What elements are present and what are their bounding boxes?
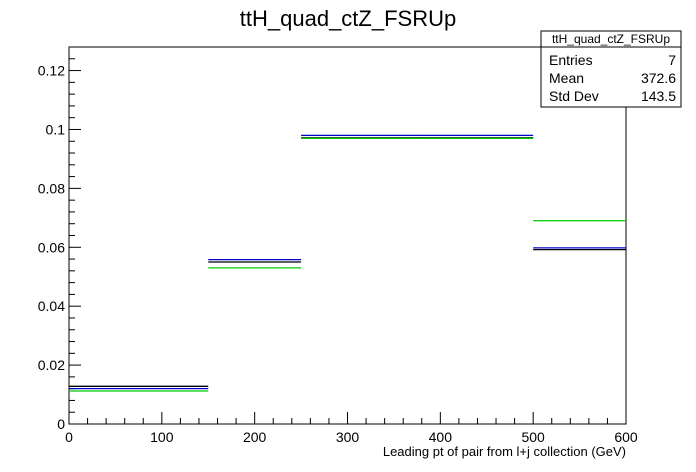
series-2 <box>69 137 626 392</box>
x-tick-label: 500 <box>521 429 545 445</box>
stats-mean-value: 372.6 <box>641 70 676 86</box>
x-tick-label: 300 <box>336 429 360 445</box>
stats-stddev-label: Std Dev <box>549 88 599 104</box>
x-axis: 0 100 200 300 400 500 600 <box>65 412 638 445</box>
x-axis-label: Leading pt of pair from l+j collection (… <box>383 444 626 459</box>
y-tick-label: 0.1 <box>46 121 66 137</box>
stats-mean-label: Mean <box>549 70 584 86</box>
stats-entries-label: Entries <box>549 52 593 68</box>
x-tick-label: 400 <box>429 429 453 445</box>
chart-title: ttH_quad_ctZ_FSRUp <box>240 6 456 31</box>
x-tick-label: 100 <box>150 429 174 445</box>
stats-box-frame <box>540 30 682 108</box>
stats-box-name: ttH_quad_ctZ_FSRUp <box>552 32 670 46</box>
x-tick-label: 600 <box>614 429 638 445</box>
stats-entries-value: 7 <box>668 52 676 68</box>
stats-stddev-value: 143.5 <box>641 88 676 104</box>
y-axis: 0 0.02 0.04 0.06 0.08 0.1 0.12 <box>38 46 81 432</box>
series-layer <box>69 134 626 392</box>
y-tick-label: 0.08 <box>38 180 65 196</box>
y-tick-label: 0 <box>57 416 65 432</box>
y-tick-label: 0.04 <box>38 298 65 314</box>
stats-box: ttH_quad_ctZ_FSRUp Entries 7 Mean 372.6 … <box>540 30 682 108</box>
y-tick-label: 0.02 <box>38 357 65 373</box>
x-tick-label: 200 <box>243 429 267 445</box>
y-tick-label: 0.06 <box>38 239 65 255</box>
y-tick-label: 0.12 <box>38 63 65 79</box>
x-tick-label: 0 <box>65 429 73 445</box>
series-0 <box>69 137 626 387</box>
series-1 <box>69 134 626 390</box>
